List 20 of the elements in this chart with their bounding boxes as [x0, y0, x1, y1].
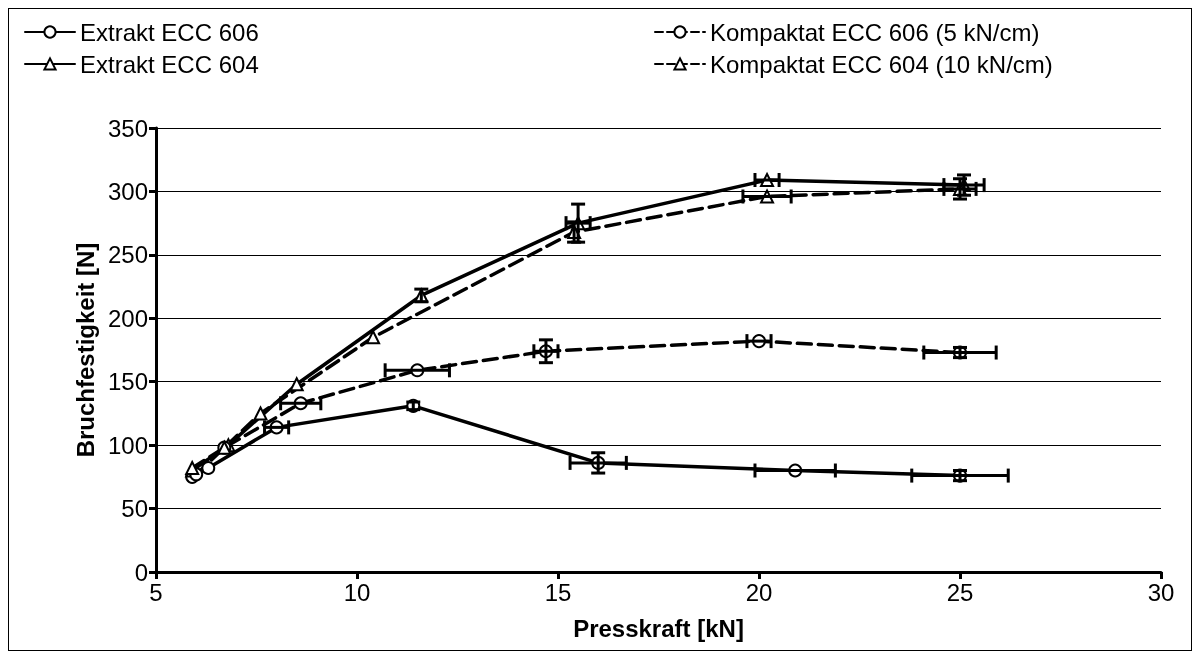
y-tick-label: 0 — [134, 558, 148, 586]
y-tick-label: 100 — [107, 431, 148, 459]
y-tick-label: 150 — [107, 368, 148, 396]
x-tick-label: 20 — [745, 578, 773, 606]
x-tick-label: 25 — [946, 578, 974, 606]
x-axis-title: Presskraft [kN] — [573, 614, 744, 642]
x-tick-label: 10 — [343, 578, 371, 606]
legend-label: Extrakt ECC 604 — [80, 50, 259, 78]
legend-label: Kompaktat ECC 604 (10 kN/cm) — [710, 50, 1053, 78]
y-tick-label: 200 — [107, 304, 148, 332]
y-tick-label: 50 — [121, 495, 148, 523]
x-tick-label: 30 — [1147, 578, 1175, 606]
legend-label: Extrakt ECC 606 — [80, 18, 259, 46]
legend-label: Kompaktat ECC 606 (5 kN/cm) — [710, 18, 1040, 46]
y-tick-label: 300 — [107, 177, 148, 205]
x-tick-label: 15 — [544, 578, 572, 606]
y-tick-label: 350 — [107, 114, 148, 142]
y-axis-title: Bruchfestigkeit [N] — [71, 242, 99, 458]
x-tick-label: 5 — [149, 578, 163, 606]
y-tick-label: 250 — [107, 241, 148, 269]
